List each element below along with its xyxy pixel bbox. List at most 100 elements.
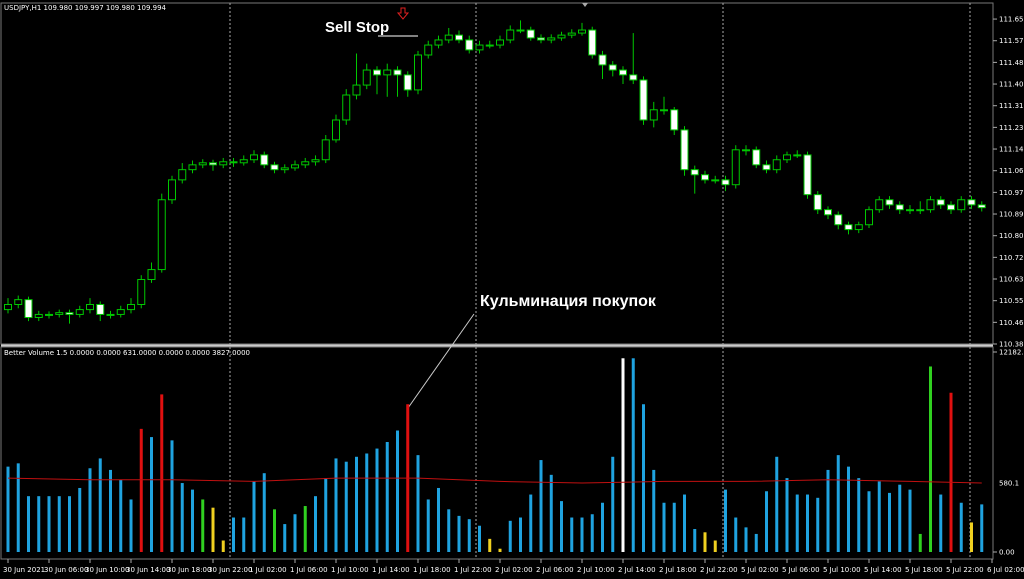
- candle-body: [157, 199, 166, 271]
- candle-body: [598, 54, 607, 66]
- volume-bar: [611, 456, 615, 552]
- x-tick-label: 2 Jul 10:00: [577, 566, 615, 574]
- candle-body: [680, 129, 689, 171]
- y-tick-label: 111.400: [999, 81, 1024, 89]
- y-tick-label: 110.635: [999, 276, 1024, 284]
- x-tick-label: 1 Jul 18:00: [413, 566, 451, 574]
- volume-bar: [918, 533, 922, 552]
- volume-bar: [683, 494, 686, 552]
- volume-bar: [570, 517, 574, 552]
- ma-label: 580.1: [999, 480, 1019, 488]
- volume-bar: [242, 517, 246, 552]
- volume-bar: [27, 496, 30, 552]
- candle-body: [721, 179, 730, 186]
- candle-body: [342, 94, 351, 121]
- y-tick-label: 111.655: [999, 16, 1024, 24]
- candle-body: [967, 199, 976, 206]
- volume-bar: [498, 548, 502, 552]
- y-tick-label: 111.570: [999, 37, 1024, 45]
- price-header: USDJPY,H1 109.980 109.997 109.980 109.99…: [4, 4, 167, 12]
- x-tick-label: 2 Jul 22:00: [700, 566, 738, 574]
- candle-body: [660, 109, 668, 112]
- volume-bar: [601, 502, 604, 552]
- candle-body: [291, 164, 299, 169]
- y-tick-label: 111.485: [999, 59, 1024, 67]
- candle-body: [947, 204, 955, 211]
- candle-body: [373, 69, 381, 76]
- volume-bar: [447, 509, 451, 552]
- volume-bar: [693, 529, 697, 552]
- volume-bar: [160, 394, 164, 552]
- candle-body: [280, 167, 289, 171]
- volume-bar: [385, 442, 389, 552]
- y-tick-label: 110.550: [999, 297, 1024, 305]
- x-tick-label: 2 Jul 14:00: [618, 566, 656, 574]
- x-tick-label: 5 Jul 14:00: [864, 566, 902, 574]
- x-tick-label: 5 Jul 22:00: [946, 566, 984, 574]
- x-tick-label: 6 Jul 02:00: [987, 566, 1024, 574]
- candle-body: [506, 29, 515, 41]
- volume-bar: [857, 478, 861, 552]
- sell-stop-label: Sell Stop: [325, 19, 389, 36]
- candle-body: [239, 159, 248, 164]
- volume-bar: [980, 504, 984, 552]
- y-tick-label: 110.380: [999, 341, 1024, 349]
- candle-body: [65, 312, 74, 315]
- candle-body: [485, 44, 494, 47]
- volume-bar: [252, 481, 256, 552]
- candle-body: [383, 69, 392, 76]
- candle-body: [55, 312, 64, 315]
- x-tick-label: 2 Jul 06:00: [536, 566, 574, 574]
- candle-body: [444, 34, 453, 41]
- volume-bar: [303, 506, 307, 552]
- volume-bar: [221, 540, 225, 552]
- volume-bar: [785, 478, 789, 552]
- volume-bar: [662, 502, 666, 552]
- candle-body: [752, 149, 761, 166]
- candle-body: [178, 169, 187, 181]
- volume-bar: [375, 448, 379, 552]
- x-tick-label: 30 Jun 2021: [3, 566, 45, 574]
- y-tick-label: 110.720: [999, 254, 1024, 262]
- candle-body: [424, 44, 433, 56]
- volume-bar: [549, 474, 553, 552]
- candle-body: [588, 29, 597, 56]
- candle-body: [926, 199, 935, 211]
- volume-bar: [724, 489, 727, 552]
- y-tick-label: 111.060: [999, 167, 1024, 175]
- candle-body: [844, 224, 853, 231]
- candle-body: [147, 269, 156, 281]
- candle-body: [4, 303, 12, 311]
- volume-bar: [78, 487, 82, 552]
- volume-bar: [713, 540, 717, 552]
- x-tick-label: 5 Jul 10:00: [823, 566, 861, 574]
- volume-bar: [672, 502, 676, 552]
- candle-body: [537, 37, 545, 41]
- volume-bar: [283, 524, 287, 552]
- candle-body: [209, 162, 217, 166]
- y-tick-label: 111.315: [999, 102, 1024, 110]
- volume-bar: [888, 492, 891, 552]
- volume-bar: [314, 496, 317, 552]
- x-tick-label: 30 Jun 06:00: [44, 566, 88, 574]
- volume-bar: [191, 489, 194, 552]
- volume-bar: [488, 538, 492, 552]
- candle-body: [168, 179, 176, 201]
- candle-body: [96, 303, 105, 315]
- candle-body: [854, 224, 863, 231]
- x-tick-label: 2 Jul 02:00: [495, 566, 533, 574]
- candle-body: [403, 74, 412, 91]
- volume-bar: [437, 487, 440, 552]
- candle-body: [116, 309, 125, 315]
- x-tick-label: 2 Jul 18:00: [659, 566, 697, 574]
- candle-body: [690, 169, 699, 176]
- volume-bar: [416, 455, 420, 552]
- candle-body: [578, 29, 586, 34]
- volume-bar: [365, 453, 369, 552]
- volume-bar: [68, 496, 71, 552]
- candle-body: [865, 209, 873, 226]
- climax-pointer: [407, 313, 475, 409]
- volume-bar: [652, 469, 656, 552]
- volume-bar: [929, 366, 932, 552]
- volume-bar: [170, 440, 174, 552]
